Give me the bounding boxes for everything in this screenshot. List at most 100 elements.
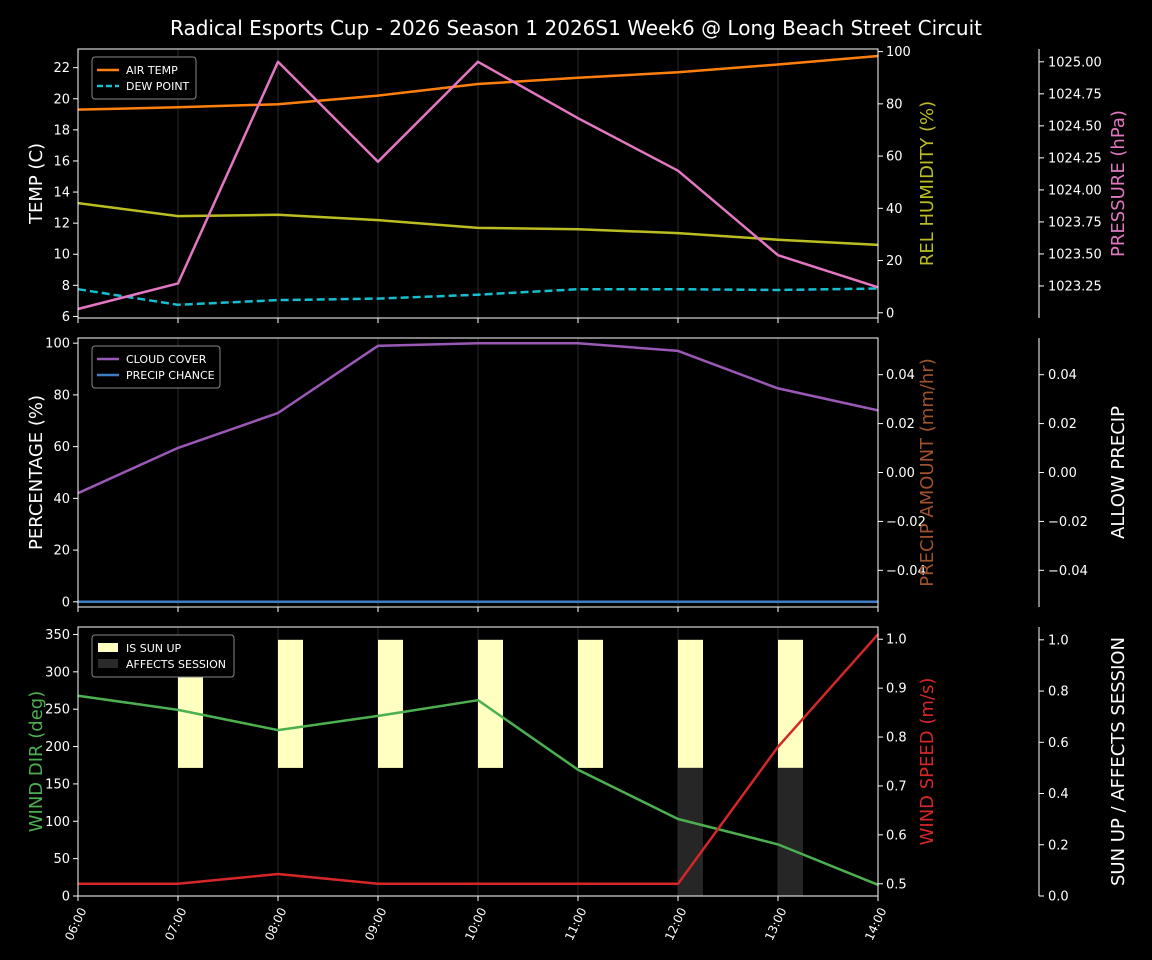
y-tick-label: 100 bbox=[45, 337, 70, 352]
legend-swatch-sun-up bbox=[98, 643, 118, 652]
y2-tick-label: 0.00 bbox=[886, 466, 915, 481]
y3-tick-label: 1024.50 bbox=[1048, 119, 1102, 134]
legend-label: CLOUD COVER bbox=[126, 353, 207, 366]
y3-tick-label: 0.02 bbox=[1048, 417, 1077, 432]
y-tick-label: 14 bbox=[53, 186, 70, 201]
y-tick-label: 0 bbox=[62, 890, 70, 905]
y3-tick-label: 1025.00 bbox=[1048, 55, 1102, 70]
legend-box bbox=[91, 345, 221, 389]
legend-label: AIR TEMP bbox=[126, 64, 178, 77]
y3-tick-label: 1024.75 bbox=[1048, 87, 1102, 102]
y2-tick-label: 60 bbox=[886, 150, 903, 165]
y2-tick-label: 80 bbox=[886, 97, 903, 112]
y-tick-label: 0 bbox=[62, 595, 70, 610]
y-tick-label: 50 bbox=[53, 852, 70, 867]
legend-label: PRECIP CHANCE bbox=[126, 369, 215, 382]
y-axis-label: WIND DIR (deg) bbox=[26, 691, 47, 833]
y-tick-label: 12 bbox=[53, 217, 70, 232]
y3-axis-label: PRESSURE (hPa) bbox=[1108, 110, 1129, 257]
y-tick-label: 18 bbox=[53, 123, 70, 138]
x-tick-label: 11:00 bbox=[562, 905, 589, 942]
legend-box bbox=[91, 56, 197, 100]
sun-up-bar bbox=[678, 639, 703, 768]
y3-tick-label: −0.02 bbox=[1048, 515, 1088, 530]
y-tick-label: 150 bbox=[45, 777, 70, 792]
affects-session-bar bbox=[678, 767, 703, 896]
x-tick-label: 14:00 bbox=[862, 905, 889, 942]
y-tick-label: 100 bbox=[45, 815, 70, 830]
y3-tick-label: 1023.25 bbox=[1048, 279, 1102, 294]
y2-axis-label: WIND SPEED (m/s) bbox=[917, 678, 938, 846]
y-tick-label: 20 bbox=[53, 92, 70, 107]
x-tick-label: 07:00 bbox=[162, 905, 189, 942]
x-tick-label: 10:00 bbox=[462, 905, 489, 942]
y2-tick-label: 0.8 bbox=[886, 731, 907, 746]
y3-tick-label: 0.0 bbox=[1048, 890, 1069, 905]
x-tick-label: 09:00 bbox=[362, 905, 389, 942]
y3-tick-label: 1.0 bbox=[1048, 633, 1069, 648]
chart-title: Radical Esports Cup - 2026 Season 1 2026… bbox=[170, 16, 982, 40]
y-axis-label: TEMP (C) bbox=[26, 143, 47, 225]
y-tick-label: 40 bbox=[53, 492, 70, 507]
y2-tick-label: −0.02 bbox=[886, 515, 926, 530]
affects-session-bar bbox=[778, 767, 803, 896]
y3-tick-label: 0.00 bbox=[1048, 466, 1077, 481]
y-tick-label: 80 bbox=[53, 388, 70, 403]
y3-tick-label: 1023.50 bbox=[1048, 247, 1102, 262]
y2-tick-label: 1.0 bbox=[886, 633, 907, 648]
y2-tick-label: 40 bbox=[886, 202, 903, 217]
y3-tick-label: −0.04 bbox=[1048, 564, 1088, 579]
y-tick-label: 22 bbox=[53, 61, 70, 76]
y-tick-label: 250 bbox=[45, 703, 70, 718]
y3-tick-label: 1024.25 bbox=[1048, 151, 1102, 166]
legend: AIR TEMP DEW POINT bbox=[91, 56, 197, 100]
y2-tick-label: 0.02 bbox=[886, 417, 915, 432]
y2-axis-label: PRECIP AMOUNT (mm/hr) bbox=[917, 358, 938, 587]
legend-swatch-affects bbox=[98, 659, 118, 668]
y-tick-label: 8 bbox=[62, 279, 70, 294]
y-tick-label: 6 bbox=[62, 310, 70, 325]
y2-axis-label: REL HUMIDITY (%) bbox=[917, 101, 938, 266]
legend: IS SUN UP AFFECTS SESSION bbox=[91, 634, 235, 678]
y-tick-label: 300 bbox=[45, 665, 70, 680]
y3-axis-label: ALLOW PRECIP bbox=[1108, 406, 1129, 539]
y2-tick-label: 100 bbox=[886, 45, 911, 60]
sun-up-bar bbox=[278, 639, 303, 768]
y3-tick-label: 0.2 bbox=[1048, 838, 1069, 853]
sun-up-bar bbox=[378, 639, 403, 768]
y2-tick-label: 0.6 bbox=[886, 828, 907, 843]
y2-tick-label: 0.7 bbox=[886, 779, 907, 794]
legend-label: DEW POINT bbox=[126, 80, 190, 93]
y-tick-label: 350 bbox=[45, 628, 70, 643]
sun-up-bar bbox=[778, 639, 803, 768]
y2-tick-label: 20 bbox=[886, 254, 903, 269]
y3-tick-label: 0.8 bbox=[1048, 685, 1069, 700]
y2-tick-label: −0.04 bbox=[886, 564, 926, 579]
legend: CLOUD COVER PRECIP CHANCE bbox=[91, 345, 221, 389]
y-tick-label: 10 bbox=[53, 248, 70, 263]
y-tick-label: 60 bbox=[53, 440, 70, 455]
y3-tick-label: 0.6 bbox=[1048, 736, 1069, 751]
panel-precip: 0 20 40 60 80 100 −0.04 −0.02 0.00 0.02 0.04 −0.04 −… bbox=[26, 337, 1129, 612]
y-tick-label: 200 bbox=[45, 740, 70, 755]
y3-axis-label: SUN UP / AFFECTS SESSION bbox=[1108, 637, 1129, 886]
y3-tick-label: 1024.00 bbox=[1048, 183, 1102, 198]
x-tick-label: 06:00 bbox=[62, 905, 89, 942]
y3-tick-label: 0.4 bbox=[1048, 787, 1069, 802]
panel-weather: 6 8 10 12 14 16 18 20 22 0 20 40 60 80 100 1023.25 1023.… bbox=[26, 45, 1129, 325]
x-tick-label: 13:00 bbox=[762, 905, 789, 942]
x-tick-label: 08:00 bbox=[262, 905, 289, 942]
y3-tick-label: 1023.75 bbox=[1048, 215, 1102, 230]
sun-up-bar bbox=[578, 639, 603, 768]
legend-label: IS SUN UP bbox=[126, 642, 182, 655]
y2-tick-label: 0.5 bbox=[886, 877, 907, 892]
x-tick-label: 12:00 bbox=[662, 905, 689, 942]
legend-label: AFFECTS SESSION bbox=[126, 658, 226, 671]
y-axis-label: PERCENTAGE (%) bbox=[26, 395, 47, 550]
y-tick-label: 20 bbox=[53, 544, 70, 559]
y2-tick-label: 0.9 bbox=[886, 682, 907, 697]
panel-wind: 0 50 100 150 200 250 300 350 0.5 0.6 0.7 0.8 0.9 1.0 0… bbox=[26, 626, 1129, 905]
y3-tick-label: 0.04 bbox=[1048, 368, 1077, 383]
y2-tick-label: 0.04 bbox=[886, 368, 915, 383]
